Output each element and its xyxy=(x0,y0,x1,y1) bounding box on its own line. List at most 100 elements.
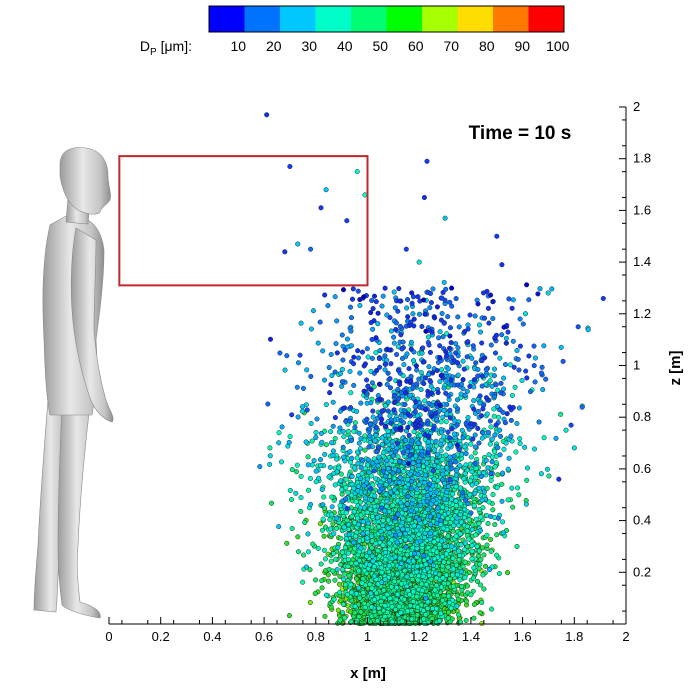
particle-point xyxy=(516,492,522,498)
particle-point xyxy=(493,460,499,466)
particle-point xyxy=(315,545,321,551)
particle-point xyxy=(469,543,475,549)
particle-point xyxy=(399,618,405,624)
particle-point xyxy=(541,435,547,441)
particle-point xyxy=(326,474,332,480)
particle-point xyxy=(467,478,473,484)
particle-point xyxy=(379,579,385,585)
particle-point xyxy=(310,541,316,547)
colorbar-cell xyxy=(422,6,458,32)
particle-point xyxy=(387,595,393,601)
particle-point xyxy=(343,535,349,542)
colorbar-tick-label: 80 xyxy=(479,38,495,54)
particle-point xyxy=(445,559,452,565)
particle-point xyxy=(343,582,349,588)
particle-point xyxy=(371,564,377,570)
particle-point xyxy=(510,504,516,510)
particle-point xyxy=(425,566,431,572)
particle-point xyxy=(343,485,349,491)
particle-point xyxy=(457,511,463,518)
particle-point xyxy=(468,441,474,447)
particle-point xyxy=(438,419,444,425)
particle-point xyxy=(444,465,450,471)
particle-point xyxy=(334,456,340,462)
particle-point xyxy=(448,605,454,611)
particle-point xyxy=(434,582,440,588)
particle-point xyxy=(446,609,452,615)
particle-point xyxy=(305,487,312,493)
particle-point xyxy=(397,565,403,571)
particle-point xyxy=(401,596,407,602)
particle-point xyxy=(340,566,346,573)
particle-point xyxy=(468,454,474,460)
particle-point xyxy=(367,562,373,568)
particle-point xyxy=(462,540,468,546)
particle-point xyxy=(355,522,361,528)
particle-point xyxy=(503,440,509,446)
particle-point xyxy=(467,492,473,498)
particle-point xyxy=(454,592,460,599)
particle-point xyxy=(445,533,451,539)
particle-point xyxy=(321,494,327,500)
particle-point xyxy=(468,592,474,598)
particle-point xyxy=(385,428,391,434)
particle-point xyxy=(319,527,325,533)
human-head xyxy=(59,147,111,215)
particle-point xyxy=(312,590,318,597)
particle-point xyxy=(337,589,343,595)
particle-point xyxy=(394,571,401,577)
particle-point xyxy=(352,465,358,471)
colorbar-tick-label: 50 xyxy=(373,38,389,54)
particle-point xyxy=(457,485,463,491)
particle-point xyxy=(485,520,491,527)
particle-point xyxy=(439,538,445,544)
particle-point xyxy=(323,442,329,448)
particle-point xyxy=(337,573,343,580)
particle-point xyxy=(563,427,569,433)
particle-point xyxy=(492,464,498,470)
particle-point xyxy=(438,448,444,454)
colorbar: 10 20 30 40 50 60 70 80 90 100 DP [μm]: xyxy=(140,5,570,58)
particle-point xyxy=(338,535,344,541)
particle-point xyxy=(490,492,496,498)
particle-point xyxy=(329,512,335,518)
particle-point xyxy=(287,433,293,440)
particle-point xyxy=(380,522,386,529)
particle-point xyxy=(415,577,421,583)
particle-point xyxy=(453,533,459,539)
particle-point xyxy=(356,585,362,591)
particle-point xyxy=(382,603,388,609)
particle-point xyxy=(336,581,342,587)
particle-point xyxy=(305,549,311,555)
particle-point xyxy=(382,549,388,556)
particle-point xyxy=(313,429,319,436)
particle-point xyxy=(436,618,442,624)
particle-point xyxy=(359,580,365,586)
particle-point xyxy=(440,597,446,603)
particle-point xyxy=(398,610,404,616)
particle-point xyxy=(447,600,453,606)
particle-point xyxy=(411,523,417,529)
colorbar-cell xyxy=(386,6,423,32)
colorbar-cell xyxy=(493,6,529,32)
particle-point xyxy=(335,607,341,613)
particle-point xyxy=(332,577,338,583)
particle-point xyxy=(342,615,348,621)
particle-point xyxy=(463,598,470,604)
particle-point xyxy=(360,576,366,582)
particle-point xyxy=(317,521,323,527)
particle-point xyxy=(450,583,456,589)
particle-point xyxy=(463,462,469,468)
particle-point xyxy=(349,589,355,595)
particle-point xyxy=(462,444,468,450)
particle-point xyxy=(330,568,336,574)
particle-point xyxy=(276,430,282,436)
particle-point xyxy=(372,504,378,510)
particle-point xyxy=(514,543,520,550)
colorbar-cell xyxy=(351,6,387,32)
particle-point xyxy=(421,616,427,622)
particle-point xyxy=(405,608,411,614)
particle-point xyxy=(345,428,351,434)
particle-point xyxy=(478,582,484,588)
